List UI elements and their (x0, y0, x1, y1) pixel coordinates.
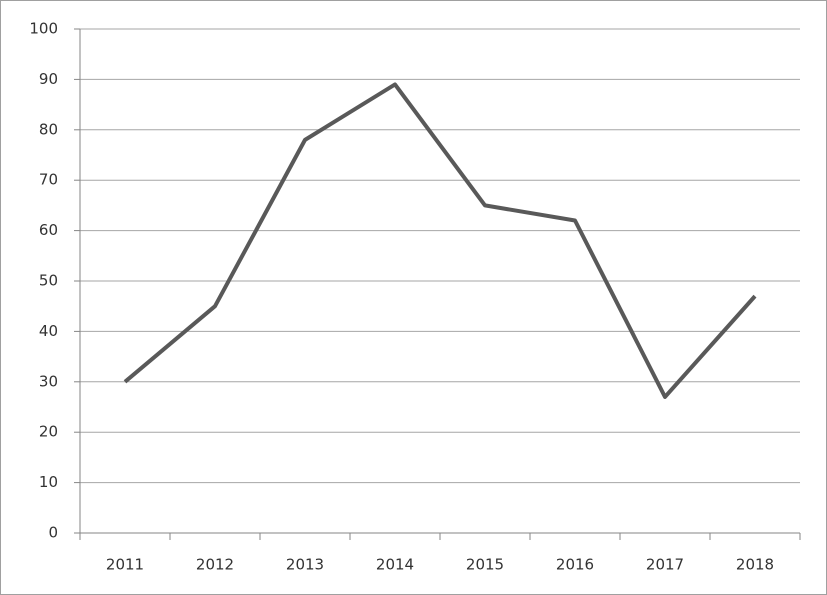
x-tick-label: 2013 (286, 556, 324, 574)
x-tick-label: 2015 (466, 556, 504, 574)
x-tick-label: 2011 (106, 556, 144, 574)
y-tick-label: 40 (39, 322, 58, 340)
y-tick-label: 30 (39, 372, 58, 390)
y-tick-label: 0 (48, 524, 58, 542)
x-tick-label: 2014 (376, 556, 414, 574)
y-tick-label: 80 (39, 120, 58, 138)
y-tick-label: 60 (39, 221, 58, 239)
data-line (123, 82, 757, 399)
y-tick-label: 70 (39, 171, 58, 189)
y-tick-label: 10 (39, 473, 58, 491)
x-tick-label: 2018 (736, 556, 774, 574)
x-tick-label: 2016 (556, 556, 594, 574)
x-tick-label: 2012 (196, 556, 234, 574)
y-tick-label: 50 (39, 272, 58, 290)
y-tick-label: 100 (29, 20, 58, 38)
x-tick-label: 2017 (646, 556, 684, 574)
y-tick-label: 20 (39, 423, 58, 441)
y-tick-label: 90 (39, 70, 58, 88)
